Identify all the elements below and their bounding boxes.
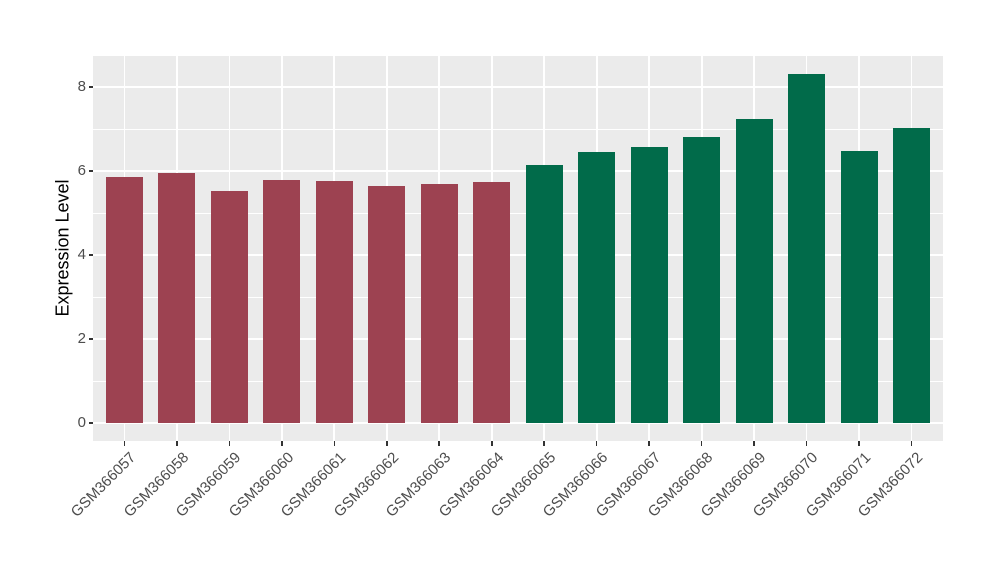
bar-GSM366062 xyxy=(368,185,406,423)
y-tick-mark xyxy=(88,170,93,172)
x-tick-mark xyxy=(438,441,441,446)
y-axis-title: Expression Level xyxy=(52,179,73,317)
y-tick-label: 6 xyxy=(77,162,86,180)
y-tick-label: 2 xyxy=(77,329,86,347)
x-tick-mark xyxy=(543,441,546,446)
x-tick-mark xyxy=(386,441,388,446)
x-tick-mark xyxy=(648,441,650,446)
bar-GSM366069 xyxy=(735,118,773,423)
y-tick-mark xyxy=(88,254,93,256)
y-gridline-major xyxy=(93,422,943,424)
bar-GSM366059 xyxy=(210,191,248,423)
bar-GSM366065 xyxy=(525,164,563,423)
bar-GSM366061 xyxy=(315,180,353,423)
y-gridline-minor xyxy=(93,128,943,130)
x-tick-mark xyxy=(490,441,493,446)
x-tick-mark xyxy=(281,441,283,446)
bar-GSM366067 xyxy=(630,147,668,423)
plot-panel xyxy=(93,56,943,441)
x-tick-mark xyxy=(700,441,703,446)
y-tick-mark xyxy=(88,86,93,88)
y-gridline-minor xyxy=(93,380,943,382)
bar-GSM366060 xyxy=(263,179,301,423)
x-tick-mark xyxy=(858,441,860,446)
bar-GSM366072 xyxy=(893,128,931,423)
x-tick-mark xyxy=(805,441,808,446)
y-gridline-major xyxy=(93,170,943,172)
bar-GSM366057 xyxy=(105,177,143,423)
y-tick-label: 4 xyxy=(77,246,86,263)
y-gridline-major xyxy=(93,254,943,256)
y-gridline-major xyxy=(93,338,943,340)
y-gridline-minor xyxy=(93,296,943,298)
y-tick-mark xyxy=(88,338,93,340)
x-tick-mark xyxy=(753,441,755,446)
bar-GSM366064 xyxy=(473,181,511,423)
bar-GSM366068 xyxy=(683,137,721,423)
bar-GSM366066 xyxy=(578,152,616,423)
x-tick-mark xyxy=(228,441,231,446)
bar-GSM366071 xyxy=(840,150,878,423)
y-tick-label: 8 xyxy=(77,78,86,96)
y-tick-label: 0 xyxy=(77,413,86,431)
x-tick-mark xyxy=(176,441,178,446)
y-tick-mark xyxy=(88,422,93,424)
x-tick-mark xyxy=(123,441,126,446)
x-tick-mark xyxy=(333,441,336,446)
y-gridline-minor xyxy=(93,212,943,214)
bar-GSM366058 xyxy=(158,173,196,423)
y-gridline-major xyxy=(93,86,943,88)
x-tick-mark xyxy=(595,441,598,446)
x-tick-mark xyxy=(910,441,913,446)
bar-GSM366070 xyxy=(788,74,826,423)
bar-GSM366063 xyxy=(420,183,458,423)
